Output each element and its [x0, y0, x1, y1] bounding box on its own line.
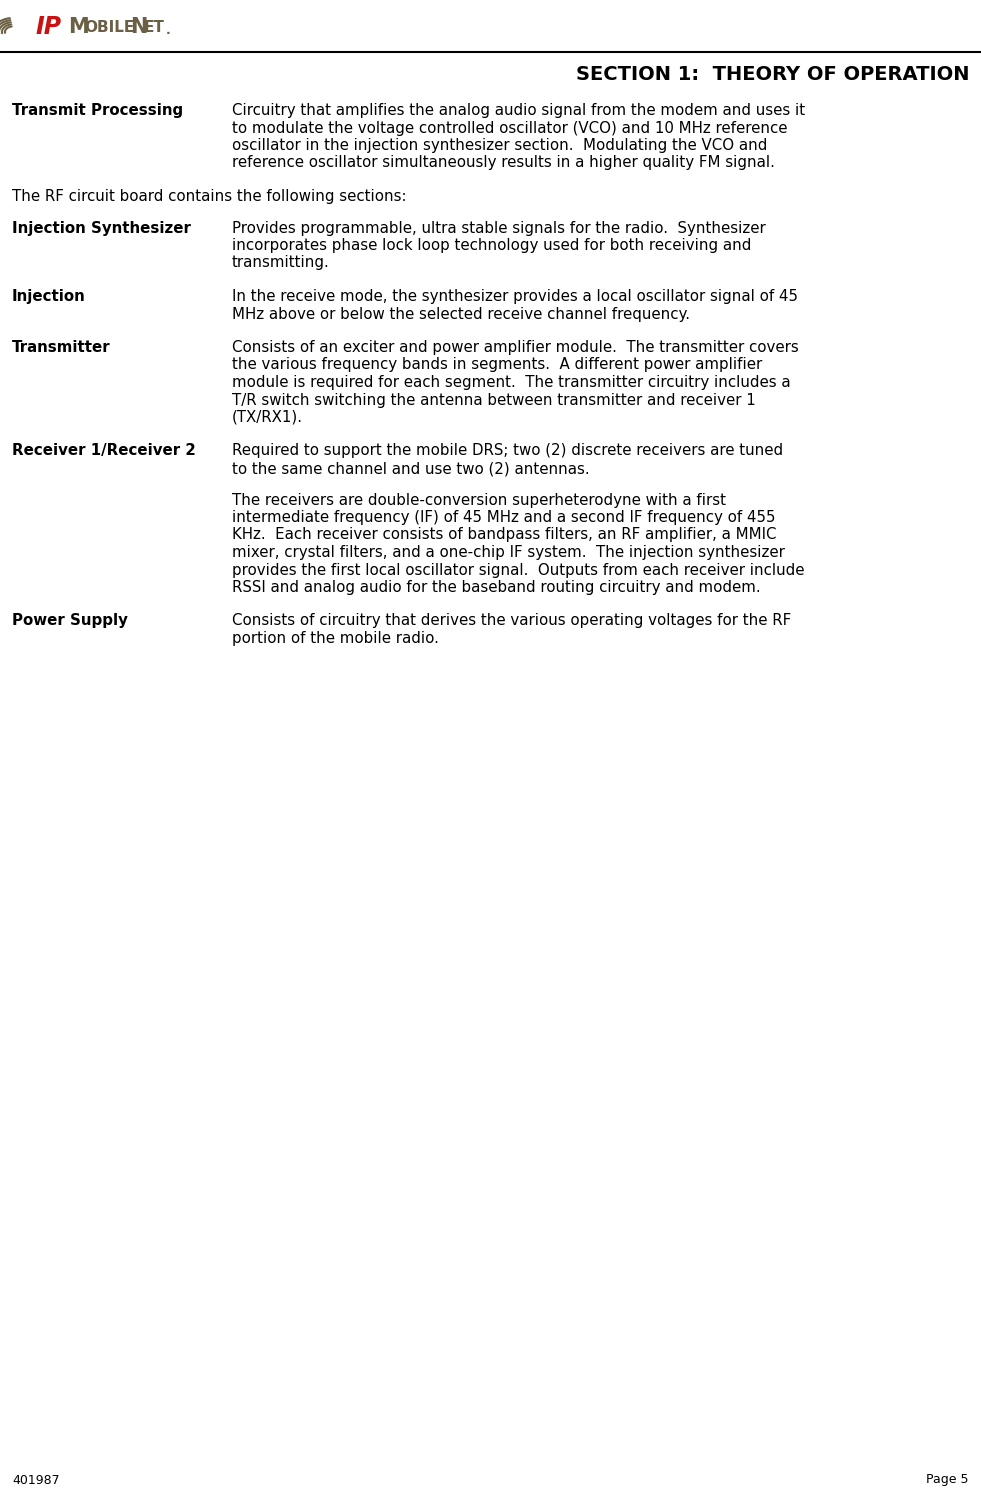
- Text: Injection Synthesizer: Injection Synthesizer: [12, 220, 191, 236]
- Text: M: M: [68, 16, 88, 38]
- Text: oscillator in the injection synthesizer section.  Modulating the VCO and: oscillator in the injection synthesizer …: [232, 138, 767, 153]
- Text: Power Supply: Power Supply: [12, 614, 128, 628]
- Text: Required to support the mobile DRS; two (2) discrete receivers are tuned: Required to support the mobile DRS; two …: [232, 444, 783, 459]
- Text: the various frequency bands in segments.  A different power amplifier: the various frequency bands in segments.…: [232, 357, 762, 372]
- Text: Consists of an exciter and power amplifier module.  The transmitter covers: Consists of an exciter and power amplifi…: [232, 340, 799, 356]
- Text: incorporates phase lock loop technology used for both receiving and: incorporates phase lock loop technology …: [232, 238, 751, 254]
- Text: SECTION 1:  THEORY OF OPERATION: SECTION 1: THEORY OF OPERATION: [576, 64, 969, 84]
- Text: Transmit Processing: Transmit Processing: [12, 104, 183, 118]
- Text: RSSI and analog audio for the baseband routing circuitry and modem.: RSSI and analog audio for the baseband r…: [232, 580, 760, 596]
- Text: reference oscillator simultaneously results in a higher quality FM signal.: reference oscillator simultaneously resu…: [232, 156, 775, 171]
- Text: The RF circuit board contains the following sections:: The RF circuit board contains the follow…: [12, 189, 406, 204]
- Text: intermediate frequency (IF) of 45 MHz and a second IF frequency of 455: intermediate frequency (IF) of 45 MHz an…: [232, 510, 776, 525]
- Text: Injection: Injection: [12, 290, 85, 304]
- Text: MHz above or below the selected receive channel frequency.: MHz above or below the selected receive …: [232, 306, 690, 321]
- Text: T/R switch switching the antenna between transmitter and receiver 1: T/R switch switching the antenna between…: [232, 393, 755, 408]
- Text: Transmitter: Transmitter: [12, 340, 111, 356]
- Text: ET: ET: [144, 20, 165, 34]
- Text: Provides programmable, ultra stable signals for the radio.  Synthesizer: Provides programmable, ultra stable sign…: [232, 220, 766, 236]
- Text: In the receive mode, the synthesizer provides a local oscillator signal of 45: In the receive mode, the synthesizer pro…: [232, 290, 798, 304]
- Text: Receiver 1/Receiver 2: Receiver 1/Receiver 2: [12, 444, 196, 459]
- Text: to the same channel and use two (2) antennas.: to the same channel and use two (2) ante…: [232, 460, 590, 476]
- Text: 401987: 401987: [12, 1473, 60, 1486]
- Text: Circuitry that amplifies the analog audio signal from the modem and uses it: Circuitry that amplifies the analog audi…: [232, 104, 805, 118]
- Text: N: N: [130, 16, 147, 38]
- Text: portion of the mobile radio.: portion of the mobile radio.: [232, 632, 439, 646]
- Text: Consists of circuitry that derives the various operating voltages for the RF: Consists of circuitry that derives the v…: [232, 614, 792, 628]
- Text: provides the first local oscillator signal.  Outputs from each receiver include: provides the first local oscillator sign…: [232, 562, 804, 578]
- Text: The receivers are double-conversion superheterodyne with a first: The receivers are double-conversion supe…: [232, 492, 726, 507]
- Text: .: .: [166, 24, 171, 38]
- Text: mixer, crystal filters, and a one-chip IF system.  The injection synthesizer: mixer, crystal filters, and a one-chip I…: [232, 544, 785, 560]
- Text: Page 5: Page 5: [926, 1473, 969, 1486]
- Text: IP: IP: [36, 15, 62, 39]
- Text: module is required for each segment.  The transmitter circuitry includes a: module is required for each segment. The…: [232, 375, 791, 390]
- Text: OBILE: OBILE: [84, 20, 134, 34]
- Text: (TX/RX1).: (TX/RX1).: [232, 410, 303, 424]
- Text: KHz.  Each receiver consists of bandpass filters, an RF amplifier, a MMIC: KHz. Each receiver consists of bandpass …: [232, 528, 777, 543]
- Text: to modulate the voltage controlled oscillator (VCO) and 10 MHz reference: to modulate the voltage controlled oscil…: [232, 120, 788, 135]
- Text: transmitting.: transmitting.: [232, 255, 330, 270]
